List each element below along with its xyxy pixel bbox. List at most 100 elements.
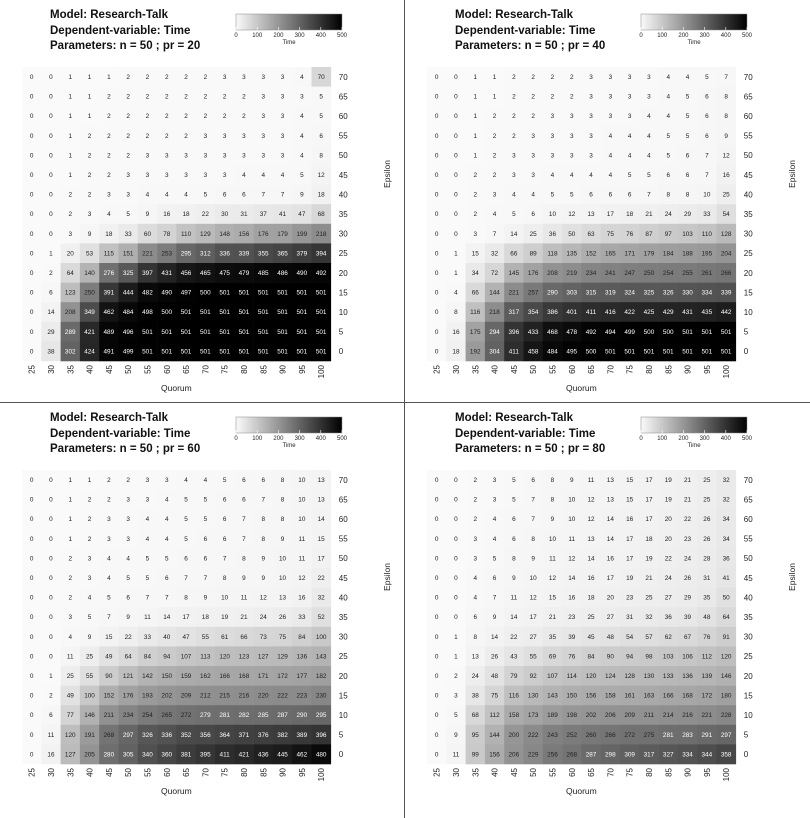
heatmap-cell-label: 72 <box>491 270 499 277</box>
heatmap-cell <box>60 184 81 205</box>
heatmap-cell-label: 22 <box>318 575 326 582</box>
heatmap-cell-label: 2 <box>204 74 208 81</box>
heatmap-cell <box>677 587 698 608</box>
y-tick-label: 25 <box>339 249 348 258</box>
heatmap-cell <box>234 607 254 628</box>
heatmap-cell <box>292 568 312 588</box>
heatmap-cell-label: 0 <box>435 133 439 140</box>
heatmap-cell <box>658 341 679 362</box>
x-tick-label: 30 <box>452 767 461 776</box>
heatmap-cell-label: 356 <box>200 732 211 739</box>
heatmap-cell <box>195 204 216 225</box>
heatmap-cell-label: 382 <box>277 732 288 739</box>
y-tick-label: 65 <box>339 495 348 504</box>
heatmap-cell <box>465 724 486 745</box>
heatmap-cell <box>504 243 524 264</box>
heatmap-cell-label: 4 <box>473 575 477 582</box>
heatmap-cell <box>504 509 524 530</box>
heatmap-cell <box>542 302 563 323</box>
y-tick-label: 10 <box>339 308 348 317</box>
heatmap-cell-label: 411 <box>509 348 520 355</box>
heatmap-cell-label: 12 <box>549 575 557 582</box>
heatmap-cell-label: 10 <box>221 595 229 602</box>
heatmap-cell-label: 13 <box>607 477 615 484</box>
heatmap-cell-label: 25 <box>645 595 653 602</box>
heatmap-cell <box>215 705 235 726</box>
heatmap-cell-label: 5 <box>686 94 690 101</box>
legend-tick-label: 200 <box>273 33 284 39</box>
heatmap-cell <box>446 86 466 107</box>
heatmap-cell <box>504 646 524 667</box>
heatmap-cell <box>677 489 698 510</box>
heatmap-cell <box>523 626 544 647</box>
legend-tick-label: 300 <box>295 436 306 442</box>
heatmap-cell-label: 266 <box>721 270 732 277</box>
heatmap-cell <box>137 568 158 588</box>
heatmap-cell <box>157 86 177 107</box>
heatmap-cell-label: 31 <box>626 614 634 621</box>
heatmap-cell-label: 3 <box>242 74 246 81</box>
y-tick-label: 30 <box>744 230 753 239</box>
heatmap-cell-label: 222 <box>528 732 539 739</box>
heatmap-cell <box>157 685 177 706</box>
heatmap-cell-label: 15 <box>318 536 326 543</box>
heatmap-cell <box>620 223 640 244</box>
heatmap-cell <box>215 302 235 323</box>
heatmap-cell-label: 302 <box>65 348 76 355</box>
heatmap-cell <box>79 744 100 765</box>
heatmap-cell <box>427 125 447 146</box>
heatmap-cell <box>658 67 679 87</box>
heatmap-cell <box>600 489 621 510</box>
heatmap-cell <box>215 646 235 667</box>
heatmap-cell-label: 45 <box>587 634 595 641</box>
heatmap-cell-label: 3 <box>281 133 285 140</box>
heatmap-cell-label: 0 <box>435 595 439 602</box>
heatmap-cell <box>157 67 177 87</box>
heatmap-cell <box>215 470 235 490</box>
heatmap-cell <box>253 145 274 166</box>
heatmap-cell-label: 5 <box>319 113 323 120</box>
heatmap-cell-label: 25 <box>703 497 711 504</box>
heatmap-cell-label: 166 <box>219 673 230 680</box>
heatmap-cell <box>581 724 601 745</box>
heatmap-cell <box>41 626 61 647</box>
heatmap-cell-label: 6 <box>49 712 53 719</box>
heatmap-cell-label: 0 <box>435 575 439 582</box>
y-tick-label: 45 <box>744 171 753 180</box>
heatmap-cell <box>639 243 659 264</box>
heatmap-cell <box>195 341 216 362</box>
heatmap-cell <box>195 646 216 667</box>
heatmap-cell <box>581 67 601 87</box>
heatmap-cell <box>504 67 524 87</box>
heatmap-cell-label: 303 <box>566 290 577 297</box>
x-tick-label: 70 <box>201 364 210 373</box>
heatmap-cell-label: 2 <box>68 192 72 199</box>
heatmap-cell <box>157 165 177 185</box>
heatmap-cell-label: 7 <box>184 575 188 582</box>
heatmap-cell-label: 0 <box>30 290 34 297</box>
heatmap-cell-label: 0 <box>30 477 34 484</box>
heatmap-cell <box>79 724 100 745</box>
legend-tick-label: 200 <box>678 33 689 39</box>
heatmap-cell <box>677 165 698 185</box>
heatmap-cell <box>716 528 737 549</box>
heatmap-cell <box>620 86 640 107</box>
heatmap-cell-label: 2 <box>512 74 516 81</box>
heatmap-cell <box>716 321 737 342</box>
heatmap-cell-label: 158 <box>605 693 616 700</box>
heatmap-cell-label: 136 <box>682 673 693 680</box>
heatmap-cell-label: 2 <box>107 94 111 101</box>
heatmap-cell <box>446 568 466 588</box>
heatmap-cell <box>581 489 601 510</box>
heatmap-cell-label: 230 <box>316 693 327 700</box>
heatmap-cell <box>600 302 621 323</box>
heatmap-cell-label: 0 <box>30 693 34 700</box>
heatmap-cell <box>311 685 332 706</box>
heatmap-cell-label: 129 <box>200 231 211 238</box>
heatmap-cell-label: 209 <box>181 693 192 700</box>
y-axis-title: Epsilon <box>787 563 797 591</box>
heatmap-cell-label: 144 <box>489 732 500 739</box>
heatmap-cell-label: 1 <box>68 477 72 484</box>
heatmap-cell-label: 0 <box>454 231 458 238</box>
heatmap-cell-label: 7 <box>493 231 497 238</box>
